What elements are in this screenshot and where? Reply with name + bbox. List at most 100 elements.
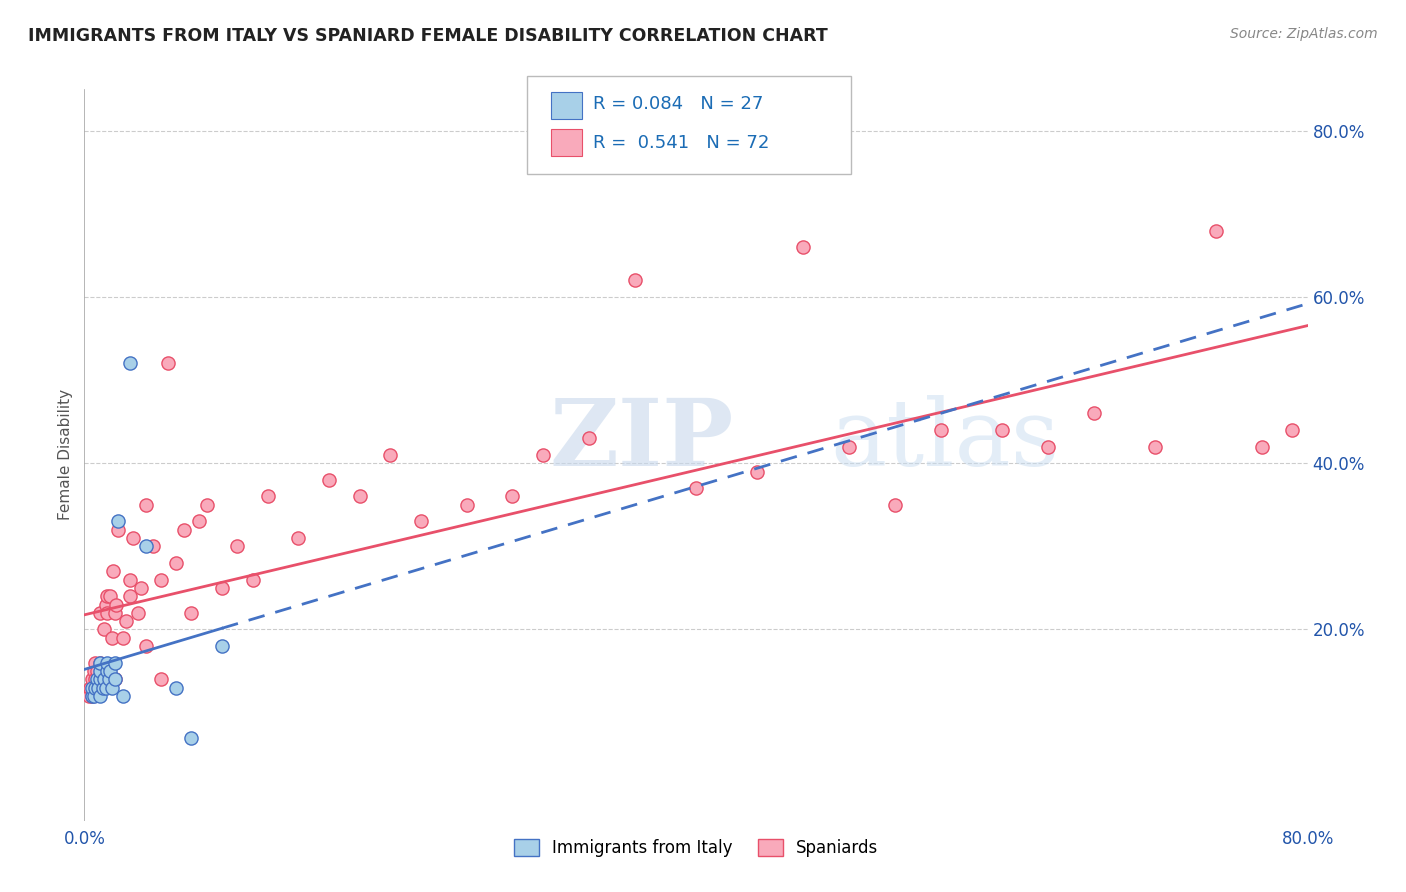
- Point: [94, 681, 117, 695]
- Point: [149, 573, 172, 587]
- Point: [80, 689, 103, 703]
- Point: [93, 673, 115, 687]
- Point: [318, 473, 340, 487]
- Point: [211, 639, 233, 653]
- Point: [89, 673, 111, 687]
- Text: R = 0.084   N = 27: R = 0.084 N = 27: [593, 95, 763, 113]
- Point: [104, 656, 127, 670]
- Point: [502, 490, 524, 504]
- Text: R =  0.541   N = 72: R = 0.541 N = 72: [593, 134, 769, 152]
- Point: [89, 664, 111, 678]
- Point: [83, 689, 105, 703]
- Point: [89, 656, 111, 670]
- Point: [188, 515, 211, 529]
- Point: [83, 681, 105, 695]
- Point: [149, 673, 172, 687]
- Point: [456, 498, 478, 512]
- Point: [380, 448, 402, 462]
- Point: [89, 673, 111, 687]
- Point: [86, 673, 108, 687]
- Point: [226, 539, 249, 553]
- Point: [84, 681, 107, 695]
- Point: [409, 515, 432, 529]
- Text: ZIP: ZIP: [550, 395, 734, 485]
- Point: [107, 523, 129, 537]
- Point: [349, 490, 371, 504]
- Point: [87, 681, 110, 695]
- Point: [98, 589, 121, 603]
- Point: [89, 606, 111, 620]
- Point: [105, 598, 128, 612]
- Point: [624, 273, 647, 287]
- Point: [104, 673, 127, 687]
- Point: [103, 564, 125, 578]
- Text: atlas: atlas: [831, 395, 1060, 485]
- Point: [142, 539, 165, 553]
- Point: [120, 356, 142, 370]
- Point: [173, 523, 195, 537]
- Point: [929, 423, 952, 437]
- Point: [91, 681, 114, 695]
- Point: [79, 681, 101, 695]
- Point: [114, 614, 136, 628]
- Point: [1250, 440, 1272, 454]
- Point: [991, 423, 1014, 437]
- Point: [94, 598, 117, 612]
- Text: IMMIGRANTS FROM ITALY VS SPANIARD FEMALE DISABILITY CORRELATION CHART: IMMIGRANTS FROM ITALY VS SPANIARD FEMALE…: [28, 27, 828, 45]
- Point: [84, 656, 107, 670]
- Point: [107, 515, 129, 529]
- Point: [120, 573, 142, 587]
- Point: [97, 673, 120, 687]
- Point: [96, 589, 118, 603]
- Point: [747, 465, 769, 479]
- Point: [129, 581, 152, 595]
- Point: [91, 673, 114, 687]
- Point: [195, 498, 218, 512]
- Point: [1036, 440, 1059, 454]
- Point: [157, 356, 180, 370]
- Point: [86, 664, 108, 678]
- Point: [883, 498, 905, 512]
- Point: [685, 481, 707, 495]
- Point: [90, 664, 112, 678]
- Text: Source: ZipAtlas.com: Source: ZipAtlas.com: [1230, 27, 1378, 41]
- Point: [165, 556, 187, 570]
- Point: [578, 431, 600, 445]
- Point: [111, 689, 134, 703]
- Point: [80, 689, 103, 703]
- Point: [111, 631, 134, 645]
- Point: [120, 589, 142, 603]
- Point: [87, 681, 110, 695]
- Point: [127, 606, 149, 620]
- Point: [77, 689, 100, 703]
- Point: [1083, 406, 1105, 420]
- Point: [792, 240, 814, 254]
- Point: [257, 490, 280, 504]
- Point: [180, 731, 202, 745]
- Point: [104, 673, 127, 687]
- Point: [96, 664, 118, 678]
- Point: [101, 631, 124, 645]
- Point: [104, 606, 127, 620]
- Point: [135, 539, 157, 553]
- Point: [122, 531, 145, 545]
- Point: [838, 440, 860, 454]
- Point: [96, 656, 118, 670]
- Point: [101, 681, 124, 695]
- Point: [97, 664, 120, 678]
- Point: [135, 639, 157, 653]
- Point: [80, 673, 103, 687]
- Point: [83, 664, 105, 678]
- Point: [80, 681, 103, 695]
- Y-axis label: Female Disability: Female Disability: [58, 389, 73, 521]
- Point: [211, 581, 233, 595]
- Legend: Immigrants from Italy, Spaniards: Immigrants from Italy, Spaniards: [508, 832, 884, 863]
- Point: [96, 606, 118, 620]
- Point: [165, 681, 187, 695]
- Point: [1281, 423, 1303, 437]
- Point: [89, 689, 111, 703]
- Point: [93, 623, 115, 637]
- Point: [242, 573, 264, 587]
- Point: [84, 673, 107, 687]
- Point: [1143, 440, 1166, 454]
